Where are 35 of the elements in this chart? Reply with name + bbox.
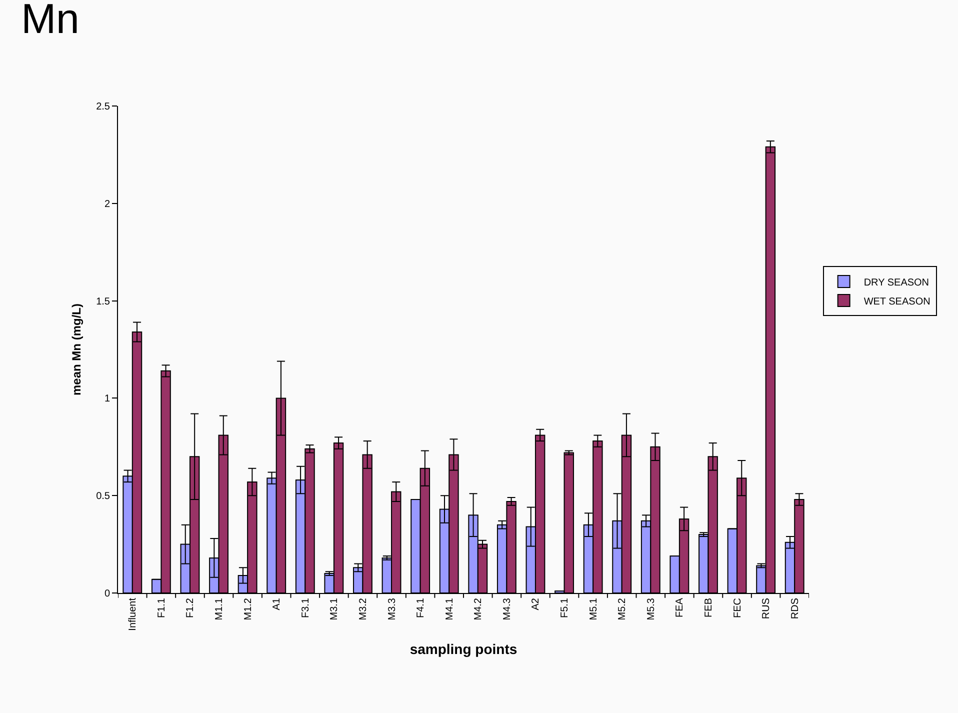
x-tick-label: M1.2 <box>242 598 254 620</box>
x-tick-label: M5.1 <box>588 598 600 620</box>
x-tick-label: FEC <box>732 598 744 618</box>
x-tick-label: M5.2 <box>617 598 628 620</box>
y-tick-label: 2.5 <box>96 102 110 112</box>
x-tick-label: F5.1 <box>560 598 571 618</box>
chart-title: Mn <box>21 0 80 42</box>
y-tick-label: 0.5 <box>96 491 110 502</box>
x-tick-label: F1.1 <box>156 598 168 618</box>
legend-label: WET SEASON <box>864 296 930 308</box>
x-tick-label: A2 <box>530 598 542 610</box>
x-tick-label: A1 <box>272 598 283 610</box>
x-tick-label: M4.1 <box>444 598 456 620</box>
x-tick-label: M3.1 <box>329 598 340 620</box>
x-tick-label: M4.2 <box>473 598 484 620</box>
legend-label: DRY SEASON <box>864 277 930 288</box>
x-tick-label: F3.1 <box>300 598 312 618</box>
y-tick-label: 0 <box>104 588 110 600</box>
x-axis-title: sampling points <box>410 641 518 658</box>
x-tick-label: RUS <box>761 598 772 620</box>
x-tick-label: RDS <box>790 598 801 620</box>
x-tick-label: M5.3 <box>646 598 657 620</box>
x-tick-label: M1.1 <box>214 598 226 620</box>
x-tick-label: FEA <box>674 598 686 618</box>
x-tick-label: M3.2 <box>358 598 369 620</box>
x-tick-label: M4.3 <box>502 598 513 620</box>
x-tick-label: M3.3 <box>386 598 398 620</box>
y-tick-label: 1 <box>104 394 110 405</box>
y-tick-label: 1.5 <box>96 296 110 308</box>
x-tick-label: F1.2 <box>185 598 196 618</box>
y-tick-label: 2 <box>104 198 110 210</box>
x-tick-label: F4.1 <box>416 598 427 618</box>
x-tick-label: Influent <box>128 598 139 631</box>
y-axis-title: mean Mn (mg/L) <box>69 304 84 396</box>
x-tick-label: FEB <box>703 598 714 618</box>
